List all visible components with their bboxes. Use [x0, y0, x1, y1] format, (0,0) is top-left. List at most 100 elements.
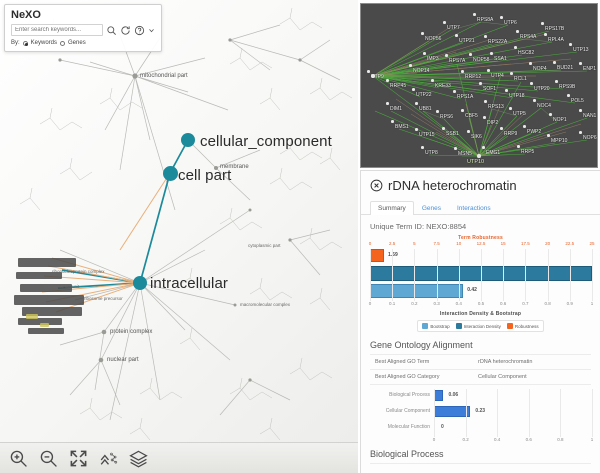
search-row[interactable]: [11, 24, 155, 36]
network-graph-view[interactable]: cellular_component cell part intracellul…: [0, 0, 358, 473]
gene-node-dot[interactable]: [555, 80, 558, 83]
hub-node-cell-part[interactable]: [163, 166, 178, 181]
layers-icon[interactable]: [129, 449, 148, 468]
gene-node-dot[interactable]: [415, 102, 418, 105]
app-title: NeXO: [11, 9, 41, 21]
radio-genes[interactable]: [60, 40, 66, 46]
gene-node-dot[interactable]: [487, 69, 490, 72]
gene-node-dot[interactable]: [547, 134, 550, 137]
gene-interaction-network[interactable]: UTP9 UTP7 RPS8A UTP6 RPS17B NOP56 UTP21 RPS22A R…: [360, 3, 598, 168]
gene-node-dot[interactable]: [549, 113, 552, 116]
gene-node-dot[interactable]: [484, 100, 487, 103]
gene-node-dot[interactable]: [567, 94, 570, 97]
go-bar-biological-process: [434, 390, 444, 401]
gene-node-dot[interactable]: [509, 107, 512, 110]
gene-node-dot[interactable]: [484, 35, 487, 38]
gene-node-dot[interactable]: [412, 88, 415, 91]
tick-label-top: 22.5: [565, 241, 575, 246]
gene-node-dot[interactable]: [467, 130, 470, 133]
radio-keywords[interactable]: [22, 40, 28, 46]
gene-node-dot[interactable]: [421, 32, 424, 35]
gridline: [592, 389, 593, 437]
gene-node-dot[interactable]: [544, 33, 547, 36]
tab-interactions[interactable]: Interactions: [456, 205, 491, 212]
gene-node-dot[interactable]: [579, 62, 582, 65]
gene-node-dot[interactable]: [421, 146, 424, 149]
gene-node-dot[interactable]: [454, 147, 457, 150]
gene-node-dot[interactable]: [516, 30, 519, 33]
network-toolbar[interactable]: [0, 442, 358, 473]
gene-node-dot[interactable]: [482, 146, 485, 149]
tab-summary[interactable]: Summary: [370, 201, 414, 215]
gene-node-dot[interactable]: [445, 54, 448, 57]
gene-node-dot[interactable]: [473, 13, 476, 16]
collapse-icon[interactable]: [99, 449, 118, 468]
tick-label-bottom: 0.7: [522, 301, 529, 306]
gene-node-dot[interactable]: [530, 82, 533, 85]
fit-screen-icon[interactable]: [69, 449, 88, 468]
gene-node-dot[interactable]: [391, 120, 394, 123]
zoom-out-icon[interactable]: [39, 449, 58, 468]
panel-tabs[interactable]: Summary Genes Interactions: [361, 200, 600, 215]
term-info-panel[interactable]: rDNA heterochromatin Summary Genes Inter…: [360, 170, 600, 473]
gene-node-dot-hub[interactable]: [477, 154, 481, 158]
gene-node-dot[interactable]: [409, 64, 412, 67]
gene-node-dot[interactable]: [367, 70, 370, 73]
gene-node-dot[interactable]: [529, 62, 532, 65]
section-title-biological-process: Biological Process: [370, 449, 444, 459]
gene-node-dot[interactable]: [453, 90, 456, 93]
search-by-row[interactable]: By: Keywords Genes: [11, 40, 155, 46]
unique-term-id: Unique Term ID: NEXO:8854: [370, 222, 467, 231]
gene-node-dot[interactable]: [469, 53, 472, 56]
gene-node-dot[interactable]: [579, 109, 582, 112]
hub-node-intracellular[interactable]: [133, 276, 147, 290]
gene-node-dot[interactable]: [386, 102, 389, 105]
gene-node-dot[interactable]: [415, 128, 418, 131]
search-input[interactable]: [11, 24, 103, 36]
tick-label-top: 17.5: [521, 241, 530, 246]
gene-node-dot[interactable]: [461, 109, 464, 112]
table-row: Best Aligned GO Term rDNA heterochromati…: [370, 355, 591, 370]
gene-node-dot[interactable]: [461, 70, 464, 73]
gene-node-dot[interactable]: [455, 34, 458, 37]
refresh-icon[interactable]: [120, 25, 131, 36]
gridline: [414, 249, 416, 301]
gene-label-utp8: UTP8: [425, 150, 438, 156]
gene-node-dot[interactable]: [579, 131, 582, 134]
zoom-in-icon[interactable]: [9, 449, 28, 468]
gene-node-dot[interactable]: [431, 79, 434, 82]
search-panel[interactable]: NeXO By: Keywords Genes: [4, 4, 162, 52]
gene-label-utp15: UTP15: [419, 132, 435, 138]
gene-node-dot[interactable]: [483, 116, 486, 119]
gene-label-rrp12: RRP12: [465, 74, 482, 80]
panel-header: rDNA heterochromatin: [361, 171, 600, 196]
gene-node-dot[interactable]: [386, 79, 389, 82]
gene-node-dot[interactable]: [443, 21, 446, 24]
gene-node-dot[interactable]: [541, 22, 544, 25]
gene-node-dot[interactable]: [514, 46, 517, 49]
help-icon[interactable]: [134, 25, 145, 36]
gene-node-dot[interactable]: [500, 127, 503, 130]
gene-node-dot[interactable]: [423, 52, 426, 55]
gene-label-rps8a: RPS8A: [477, 17, 494, 23]
gene-node-dot[interactable]: [500, 16, 503, 19]
gene-node-dot[interactable]: [505, 89, 508, 92]
hub-node-cellular-component[interactable]: [181, 133, 195, 147]
gene-node-dot[interactable]: [436, 110, 439, 113]
gene-node-dot[interactable]: [490, 52, 493, 55]
search-icon[interactable]: [106, 25, 117, 36]
gene-node-dot[interactable]: [553, 61, 556, 64]
tick-label-top: 25: [589, 241, 595, 246]
chevron-down-icon[interactable]: [148, 26, 155, 35]
gene-node-dot[interactable]: [479, 82, 482, 85]
gene-node-dot[interactable]: [517, 145, 520, 148]
gridline: [458, 249, 460, 301]
gene-node-dot[interactable]: [569, 43, 572, 46]
gene-node-dot[interactable]: [533, 99, 536, 102]
gene-node-dot[interactable]: [510, 72, 513, 75]
gene-node-dot[interactable]: [523, 125, 526, 128]
gene-node-dot-utp9[interactable]: [371, 74, 375, 78]
close-circle-icon[interactable]: [370, 179, 383, 192]
gene-node-dot[interactable]: [442, 127, 445, 130]
tab-genes[interactable]: Genes: [421, 205, 441, 212]
